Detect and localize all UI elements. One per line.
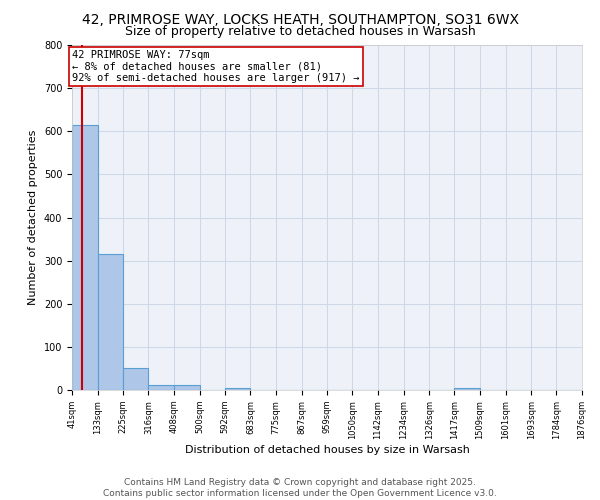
Bar xyxy=(72,125,98,390)
Bar xyxy=(123,368,148,390)
Bar xyxy=(148,385,174,390)
Y-axis label: Number of detached properties: Number of detached properties xyxy=(28,130,38,305)
Text: 42 PRIMROSE WAY: 77sqm
← 8% of detached houses are smaller (81)
92% of semi-deta: 42 PRIMROSE WAY: 77sqm ← 8% of detached … xyxy=(72,50,360,84)
Text: 42, PRIMROSE WAY, LOCKS HEATH, SOUTHAMPTON, SO31 6WX: 42, PRIMROSE WAY, LOCKS HEATH, SOUTHAMPT… xyxy=(82,12,518,26)
Text: Size of property relative to detached houses in Warsash: Size of property relative to detached ho… xyxy=(125,25,475,38)
Bar xyxy=(174,385,200,390)
Bar xyxy=(98,254,123,390)
X-axis label: Distribution of detached houses by size in Warsash: Distribution of detached houses by size … xyxy=(185,444,469,454)
Text: Contains HM Land Registry data © Crown copyright and database right 2025.
Contai: Contains HM Land Registry data © Crown c… xyxy=(103,478,497,498)
Bar xyxy=(225,388,250,390)
Bar xyxy=(454,388,480,390)
